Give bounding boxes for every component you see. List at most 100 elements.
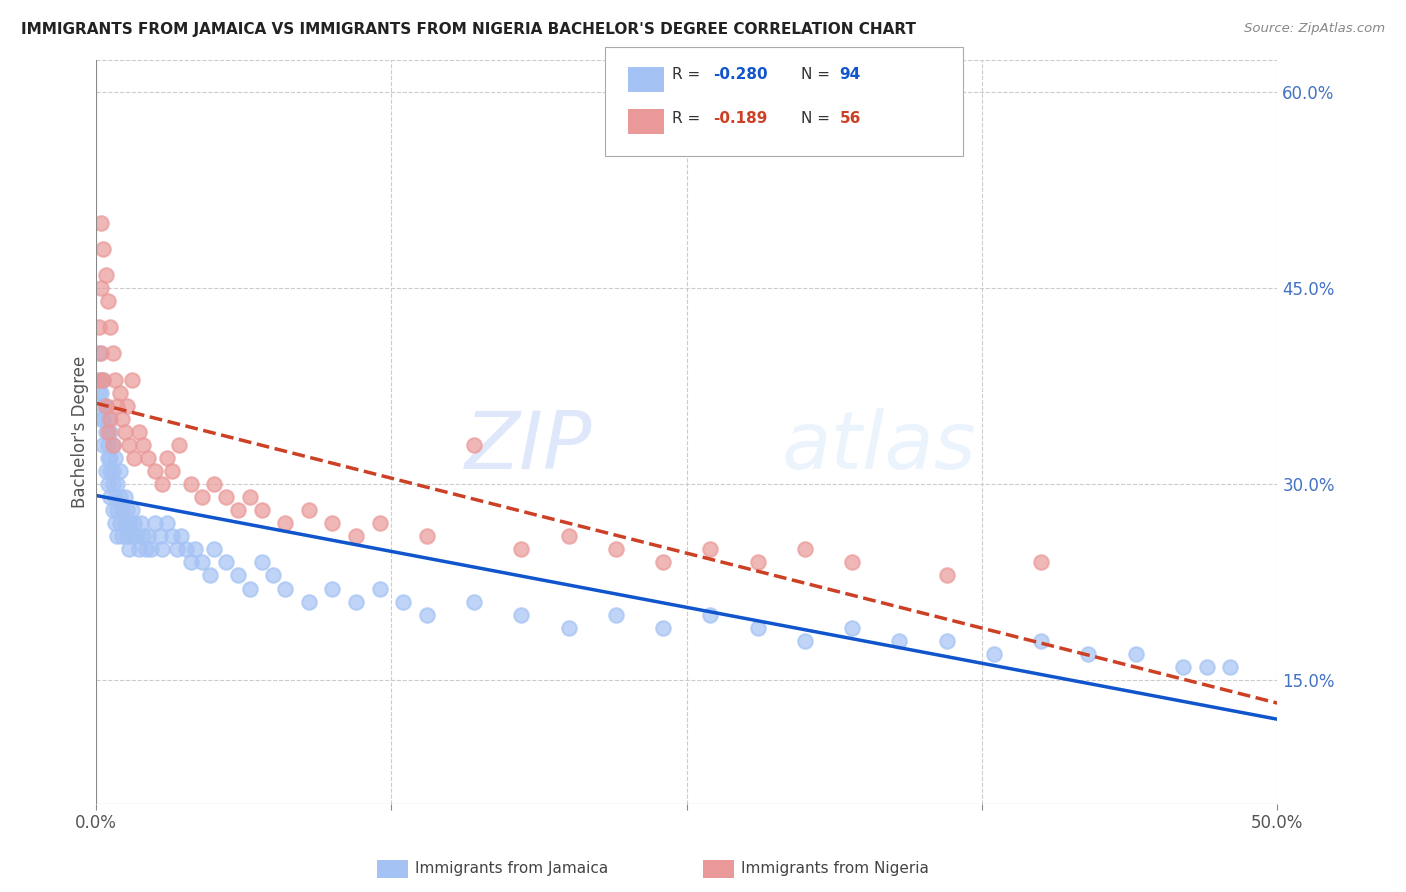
Point: [118, 516, 141, 531]
Point: [510, 607, 533, 622]
Point: [115, 529, 138, 543]
Point: [150, 542, 173, 557]
Point: [226, 568, 249, 582]
Point: [935, 568, 957, 582]
Point: [136, 529, 159, 543]
Point: [121, 373, 143, 387]
Point: [107, 477, 129, 491]
Point: [368, 582, 391, 596]
Point: [215, 555, 238, 569]
Point: [605, 607, 627, 622]
Point: [132, 529, 155, 543]
Point: [747, 621, 769, 635]
Point: [202, 542, 225, 557]
Point: [114, 516, 136, 531]
Point: [104, 373, 127, 387]
Point: [841, 555, 863, 569]
Point: [107, 399, 129, 413]
Point: [101, 477, 124, 491]
Point: [122, 450, 145, 465]
Point: [180, 477, 202, 491]
Point: [111, 503, 134, 517]
Point: [368, 516, 391, 531]
Point: [143, 464, 166, 478]
Point: [180, 555, 202, 569]
Point: [108, 490, 131, 504]
Point: [90, 385, 112, 400]
Point: [101, 503, 124, 517]
Point: [94, 425, 117, 439]
Point: [160, 464, 183, 478]
Point: [107, 503, 129, 517]
Text: N =: N =: [801, 67, 835, 81]
Point: [321, 582, 343, 596]
Point: [215, 490, 238, 504]
Point: [557, 621, 579, 635]
Point: [298, 594, 321, 608]
Point: [115, 399, 138, 413]
Point: [121, 503, 143, 517]
Point: [118, 542, 141, 557]
Point: [239, 582, 262, 596]
Point: [97, 294, 120, 309]
Point: [125, 529, 148, 543]
Point: [101, 464, 124, 478]
Point: [104, 490, 127, 504]
Point: [104, 450, 127, 465]
Point: [98, 490, 121, 504]
Point: [250, 555, 273, 569]
Point: [202, 477, 225, 491]
Point: [114, 490, 136, 504]
Point: [174, 542, 197, 557]
Text: 94: 94: [839, 67, 860, 81]
Text: Immigrants from Nigeria: Immigrants from Nigeria: [741, 862, 929, 876]
Text: N =: N =: [801, 112, 835, 126]
Point: [111, 529, 134, 543]
Point: [94, 464, 117, 478]
Point: [1031, 555, 1053, 569]
Point: [107, 529, 129, 543]
Point: [652, 621, 675, 635]
Point: [605, 542, 627, 557]
Point: [90, 281, 112, 295]
Point: [94, 399, 117, 413]
Point: [98, 320, 121, 334]
Point: [1219, 660, 1241, 674]
Point: [118, 438, 141, 452]
Text: Immigrants from Jamaica: Immigrants from Jamaica: [415, 862, 607, 876]
Point: [889, 633, 911, 648]
Point: [170, 529, 193, 543]
Point: [191, 490, 214, 504]
Point: [156, 450, 179, 465]
Point: [121, 529, 143, 543]
Point: [122, 516, 145, 531]
Point: [97, 425, 120, 439]
Point: [129, 516, 152, 531]
Text: atlas: atlas: [782, 408, 976, 485]
Text: 56: 56: [839, 112, 860, 126]
Point: [98, 411, 121, 425]
Point: [87, 320, 110, 334]
Point: [463, 438, 485, 452]
Point: [97, 411, 120, 425]
Point: [132, 438, 155, 452]
Point: [652, 555, 675, 569]
Point: [98, 450, 121, 465]
Point: [167, 438, 190, 452]
Text: IMMIGRANTS FROM JAMAICA VS IMMIGRANTS FROM NIGERIA BACHELOR'S DEGREE CORRELATION: IMMIGRANTS FROM JAMAICA VS IMMIGRANTS FR…: [21, 22, 917, 37]
Point: [97, 450, 120, 465]
Point: [135, 542, 157, 557]
Point: [416, 529, 439, 543]
Point: [98, 464, 121, 478]
Point: [91, 399, 114, 413]
Point: [114, 425, 136, 439]
Point: [274, 582, 297, 596]
Point: [90, 216, 112, 230]
Point: [793, 633, 815, 648]
Point: [463, 594, 485, 608]
Point: [101, 438, 124, 452]
Point: [128, 425, 150, 439]
Point: [136, 450, 159, 465]
Point: [699, 607, 721, 622]
Point: [108, 516, 131, 531]
